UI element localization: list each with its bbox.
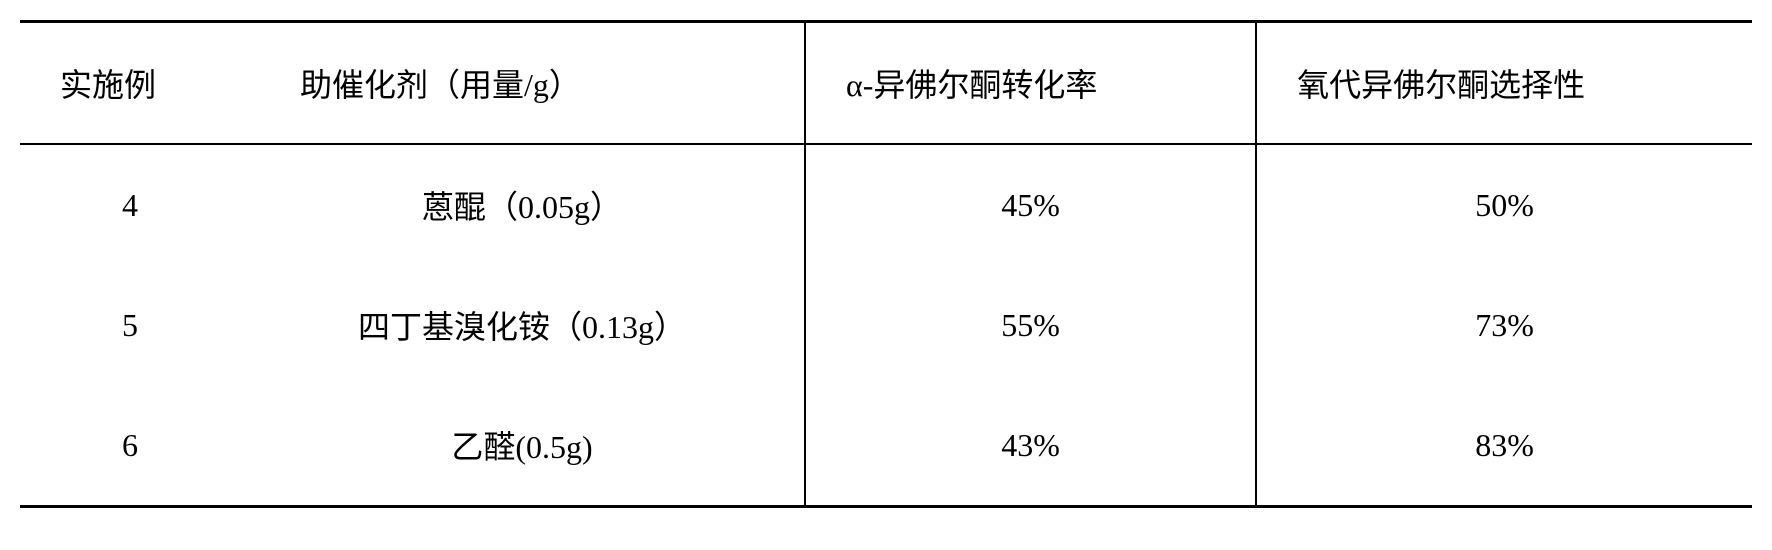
header-catalyst: 助催化剂（用量/g）: [240, 22, 805, 145]
cell-selectivity: 83%: [1256, 385, 1752, 507]
cell-catalyst: 乙醛(0.5g): [240, 385, 805, 507]
header-example: 实施例: [20, 22, 240, 145]
table-row: 6 乙醛(0.5g) 43% 83%: [20, 385, 1752, 507]
table-row: 5 四丁基溴化铵（0.13g） 55% 73%: [20, 265, 1752, 385]
table-header-row: 实施例 助催化剂（用量/g） α-异佛尔酮转化率 氧代异佛尔酮选择性: [20, 22, 1752, 145]
cell-selectivity: 73%: [1256, 265, 1752, 385]
cell-catalyst: 蒽醌（0.05g）: [240, 144, 805, 265]
cell-conversion: 43%: [805, 385, 1256, 507]
cell-selectivity: 50%: [1256, 144, 1752, 265]
data-table: 实施例 助催化剂（用量/g） α-异佛尔酮转化率 氧代异佛尔酮选择性 4 蒽醌（…: [20, 20, 1752, 508]
cell-example: 4: [20, 144, 240, 265]
cell-conversion: 45%: [805, 144, 1256, 265]
header-conversion: α-异佛尔酮转化率: [805, 22, 1256, 145]
header-selectivity: 氧代异佛尔酮选择性: [1256, 22, 1752, 145]
table-row: 4 蒽醌（0.05g） 45% 50%: [20, 144, 1752, 265]
cell-conversion: 55%: [805, 265, 1256, 385]
cell-example: 6: [20, 385, 240, 507]
cell-catalyst: 四丁基溴化铵（0.13g）: [240, 265, 805, 385]
cell-example: 5: [20, 265, 240, 385]
